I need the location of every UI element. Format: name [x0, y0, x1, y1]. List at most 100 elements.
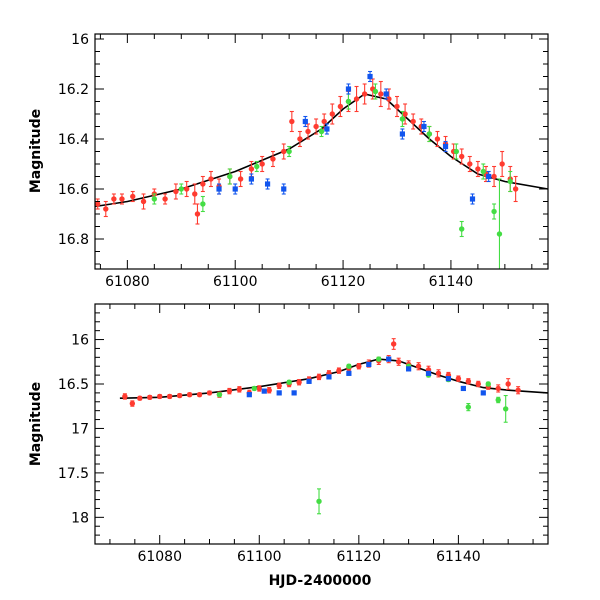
top-red-point	[337, 103, 344, 110]
top-model-curve	[95, 93, 548, 208]
top-red-point	[103, 206, 109, 212]
bottom-green-point	[346, 363, 352, 369]
bottom-green-point	[251, 385, 257, 392]
bottom-green-point	[465, 404, 472, 410]
bottom-red-point	[415, 363, 422, 369]
top-green-point	[496, 231, 503, 237]
top-red-point	[321, 118, 327, 125]
bottom-red-point	[435, 370, 442, 377]
top-red-point	[499, 161, 505, 167]
bottom-red-point	[465, 378, 472, 385]
bottom-green-point	[216, 391, 223, 398]
top-red-point	[281, 148, 287, 155]
bottom-red-point	[166, 393, 173, 400]
bottom-y-tick-label: 17.5	[58, 466, 89, 482]
top-red-point	[491, 173, 497, 180]
top-green-point	[286, 148, 292, 155]
bottom-ticks: 61080 61100 61120 61140 16 16.5 17 17.5 18	[58, 303, 548, 565]
bottom-blue-point	[306, 378, 312, 384]
top-blue-point	[324, 126, 330, 132]
top-blue-point	[421, 123, 427, 130]
bottom-blue-point	[276, 390, 282, 396]
bottom-red-point	[276, 383, 282, 389]
top-green-point	[399, 116, 406, 122]
top-red-point	[183, 186, 190, 192]
top-green-point	[254, 163, 260, 170]
top-y-tick-label: 16.4	[58, 132, 89, 148]
bottom-red-point	[475, 381, 482, 387]
bottom-red-point	[176, 392, 183, 399]
bottom-blue-point	[386, 356, 392, 362]
bottom-blue-point	[445, 376, 452, 382]
top-blue-point	[302, 118, 308, 125]
top-x-tick-label: 61140	[429, 274, 474, 290]
bottom-blue-point	[460, 385, 466, 392]
top-blue-point	[442, 143, 449, 150]
top-red-point	[475, 166, 481, 172]
top-green-point	[453, 148, 460, 155]
top-blue-point	[232, 186, 238, 192]
top-blue-point	[469, 196, 476, 202]
top-green-point	[480, 168, 486, 175]
top-x-tick-label: 61100	[213, 274, 258, 290]
top-red-point	[237, 176, 244, 182]
bottom-red-point	[395, 359, 402, 365]
top-green-point	[459, 226, 465, 232]
top-red-point	[329, 111, 335, 117]
bottom-y-tick-label: 16.5	[58, 377, 89, 393]
bottom-green-point	[316, 498, 322, 505]
bottom-red-point	[390, 341, 397, 347]
bottom-panel-marks: 61080 61100 61120 61140 16 16.5 17 17.5 18	[58, 303, 548, 565]
bottom-red-point	[206, 390, 213, 396]
bottom-x-tick-label: 61120	[337, 549, 382, 565]
top-red-point	[297, 136, 303, 142]
top-green-point	[227, 173, 233, 180]
top-red-point	[402, 111, 408, 117]
bottom-red-point	[356, 363, 362, 369]
top-data-layer	[95, 70, 548, 269]
top-red-point	[434, 136, 441, 142]
bottom-red-point	[336, 367, 342, 374]
bottom-green-point	[376, 356, 382, 362]
top-red-point	[512, 186, 519, 192]
bottom-red-point	[256, 385, 262, 392]
bottom-blue-point	[406, 366, 412, 372]
bottom-red-point	[515, 387, 521, 393]
bottom-blue-point	[326, 374, 332, 380]
bottom-red-point	[495, 385, 501, 392]
bottom-red-point	[122, 393, 128, 400]
top-y-tick-label: 16.8	[58, 232, 89, 248]
bottom-red-point	[196, 391, 203, 398]
top-series-green	[151, 83, 513, 269]
top-ticks: 61080 61100 61120 61140 16 16.2 16.4 16.6 16.8	[58, 32, 548, 290]
bottom-blue-point	[425, 370, 432, 376]
top-red-point	[361, 91, 368, 97]
bottom-x-tick-label: 61140	[436, 549, 481, 565]
top-red-point	[248, 166, 255, 172]
bottom-y-tick-label: 18	[71, 510, 89, 526]
bottom-red-point	[129, 400, 136, 407]
top-blue-point	[281, 186, 287, 192]
bottom-blue-point	[346, 370, 352, 376]
top-green-point	[372, 88, 379, 95]
top-red-point	[313, 123, 319, 130]
top-red-point	[95, 201, 101, 207]
top-red-point	[173, 188, 179, 195]
bottom-red-point	[147, 394, 153, 401]
top-blue-point	[383, 91, 389, 97]
top-blue-point	[264, 181, 271, 187]
top-blue-point	[345, 86, 352, 92]
top-blue-point	[367, 73, 373, 80]
bottom-y-tick-label: 16	[71, 333, 89, 349]
bottom-red-point	[157, 393, 163, 400]
bottom-blue-point	[480, 390, 486, 396]
bottom-green-point	[485, 381, 491, 387]
top-green-point	[200, 201, 206, 207]
bottom-x-tick-label: 61080	[137, 549, 182, 565]
top-red-point	[140, 198, 147, 205]
top-green-point	[507, 178, 513, 185]
top-red-point	[386, 96, 392, 102]
top-red-point	[162, 196, 168, 202]
top-red-point	[353, 96, 360, 102]
top-red-point	[111, 196, 117, 202]
